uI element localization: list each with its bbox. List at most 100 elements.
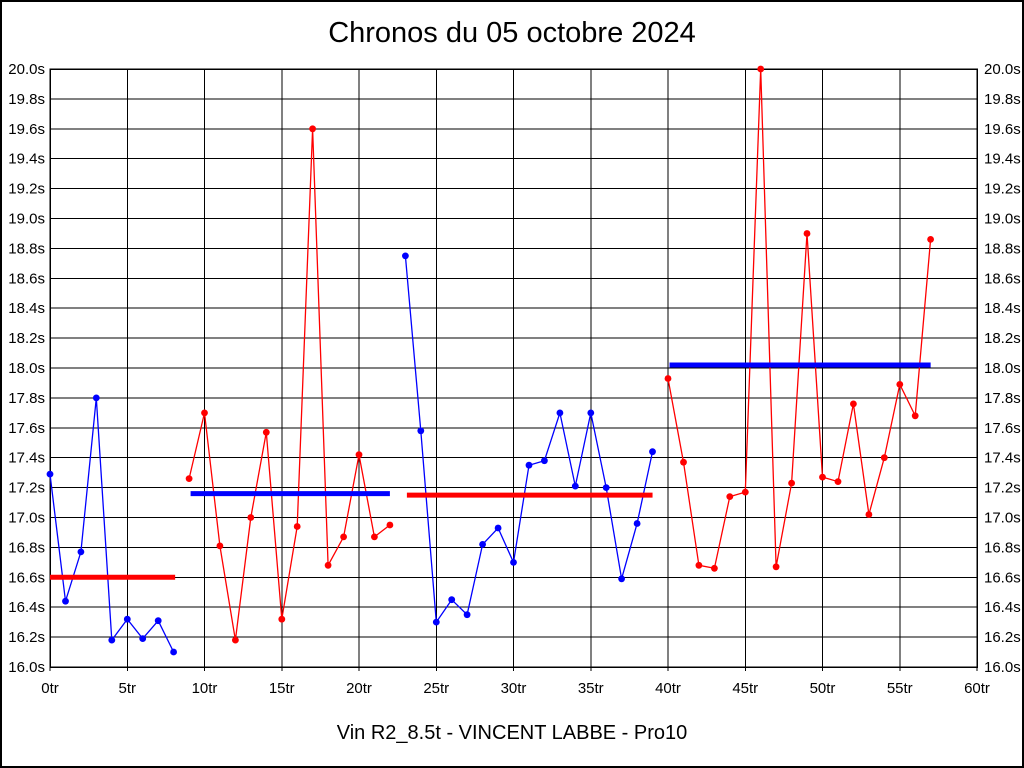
y-tick-label-right: 18.4s: [984, 300, 1021, 317]
data-point: [556, 409, 564, 417]
y-tick-label-right: 16.2s: [984, 629, 1021, 646]
data-point: [711, 564, 718, 572]
data-point: [123, 615, 131, 623]
data-point: [77, 548, 85, 556]
y-tick-label-left: 19.6s: [8, 121, 45, 138]
y-tick-label-right: 19.2s: [984, 181, 1021, 198]
y-tick-label-left: 16.6s: [8, 569, 45, 586]
y-tick-label-left: 17.8s: [8, 390, 45, 407]
data-point: [633, 520, 641, 527]
y-tick-label-left: 18.4s: [8, 300, 45, 317]
y-tick-label-left: 17.4s: [8, 450, 45, 467]
y-tick-label-left: 17.0s: [8, 510, 45, 527]
data-point: [664, 375, 672, 382]
y-tick-label-right: 16.6s: [984, 569, 1021, 586]
data-point: [834, 478, 842, 485]
y-tick-label-right: 18.2s: [984, 330, 1021, 347]
data-point: [324, 561, 332, 569]
y-tick-label-right: 17.0s: [984, 510, 1021, 527]
chart-subtitle: Vin R2_8.5t - VINCENT LABBE - Pro10: [336, 722, 688, 744]
series-line: [49, 397, 175, 653]
data-point: [618, 575, 625, 583]
y-tick-label-right: 17.6s: [984, 420, 1021, 437]
axis-labels: 20.0s 20.0s 19.8s 19.8s 19.6s 19.6s 19.4s 19.4s…: [8, 61, 1020, 697]
y-tick-label-right: 17.4s: [984, 450, 1021, 467]
y-tick-label-left: 16.2s: [8, 629, 45, 646]
plot-border: [49, 68, 978, 668]
y-tick-label-right: 17.8s: [984, 390, 1021, 407]
data-point: [170, 648, 178, 656]
data-point: [757, 65, 765, 73]
data-point: [819, 473, 826, 481]
data-point: [278, 615, 286, 623]
y-tick-label-left: 19.4s: [8, 151, 45, 168]
data-point: [386, 521, 394, 529]
series-segment-3-blue: [402, 252, 656, 626]
y-tick-label-left: 19.2s: [8, 181, 45, 198]
x-tick-label: 10tr: [192, 680, 218, 697]
data-point: [340, 533, 347, 541]
data-point: [865, 511, 873, 518]
chart-title: Chronos du 05 octobre 2024: [328, 17, 696, 49]
data-point: [402, 252, 409, 260]
x-tick-label: 45tr: [732, 680, 758, 697]
data-point: [695, 561, 703, 569]
data-point: [541, 457, 548, 465]
series-line: [667, 68, 932, 570]
average-lines: [50, 362, 931, 580]
x-tick-label: 50tr: [810, 680, 836, 697]
y-tick-label-right: 18.6s: [984, 270, 1021, 287]
series-line: [404, 255, 654, 624]
series-line: [188, 128, 391, 641]
y-tick-label-left: 20.0s: [8, 61, 45, 78]
data-point: [927, 236, 934, 243]
y-tick-label-left: 17.6s: [8, 420, 45, 437]
y-tick-label-right: 18.8s: [984, 240, 1021, 257]
data-point: [680, 458, 687, 466]
data-point: [880, 454, 888, 462]
data-point: [108, 636, 116, 644]
gridlines: [49, 68, 978, 671]
data-point: [46, 470, 54, 478]
data-point: [201, 409, 208, 417]
x-tick-label: 25tr: [423, 680, 449, 697]
data-point: [139, 635, 147, 642]
y-tick-label-left: 18.0s: [8, 360, 45, 377]
data-point: [602, 484, 610, 491]
y-tick-label-left: 19.8s: [8, 91, 45, 108]
data-point: [587, 409, 595, 417]
y-tick-label-left: 16.8s: [8, 539, 45, 556]
x-tick-label: 60tr: [964, 680, 990, 697]
y-tick-label-right: 19.0s: [984, 211, 1021, 228]
data-point: [371, 533, 378, 541]
data-point: [479, 541, 486, 548]
data-point: [649, 448, 656, 456]
data-point: [896, 381, 904, 388]
y-tick-label-left: 18.8s: [8, 240, 45, 257]
data-point: [850, 400, 857, 408]
data-point: [510, 559, 517, 566]
y-tick-label-right: 19.4s: [984, 151, 1021, 168]
y-tick-label-left: 16.0s: [8, 659, 45, 676]
x-tick-label: 35tr: [578, 680, 604, 697]
y-tick-label-right: 20.0s: [984, 61, 1021, 78]
y-tick-label-right: 18.0s: [984, 360, 1021, 377]
y-tick-label-left: 19.0s: [8, 211, 45, 228]
data-point: [911, 412, 919, 420]
y-tick-label-right: 19.8s: [984, 91, 1021, 108]
y-tick-label-right: 16.8s: [984, 539, 1021, 556]
data-point: [262, 428, 270, 436]
y-tick-label-left: 17.2s: [8, 480, 45, 497]
x-tick-label: 5tr: [118, 680, 136, 697]
y-tick-label-left: 18.6s: [8, 270, 45, 287]
data-point: [741, 488, 749, 496]
data-point: [92, 394, 100, 402]
data-point: [232, 636, 239, 644]
y-tick-label-left: 16.4s: [8, 599, 45, 616]
y-tick-label-right: 16.4s: [984, 599, 1021, 616]
x-tick-label: 55tr: [887, 680, 913, 697]
data-point: [448, 596, 456, 604]
y-tick-label-left: 18.2s: [8, 330, 45, 347]
